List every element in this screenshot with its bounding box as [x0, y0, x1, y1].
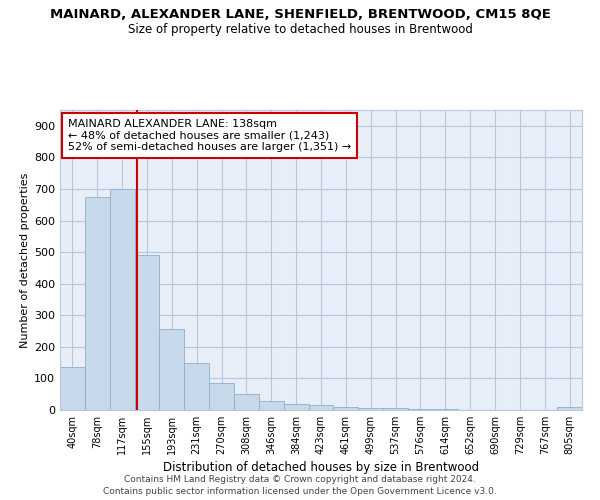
Bar	[358, 408, 383, 410]
Text: Contains HM Land Registry data © Crown copyright and database right 2024.: Contains HM Land Registry data © Crown c…	[124, 474, 476, 484]
Bar	[60, 368, 85, 410]
Bar	[184, 362, 209, 410]
Bar	[259, 401, 284, 410]
Bar	[209, 383, 234, 410]
Text: MAINARD ALEXANDER LANE: 138sqm
← 48% of detached houses are smaller (1,243)
52% : MAINARD ALEXANDER LANE: 138sqm ← 48% of …	[68, 119, 351, 152]
Bar	[85, 197, 110, 410]
Bar	[284, 404, 308, 410]
Bar	[334, 407, 358, 410]
Bar	[134, 256, 160, 410]
X-axis label: Distribution of detached houses by size in Brentwood: Distribution of detached houses by size …	[163, 461, 479, 474]
Bar	[408, 409, 433, 410]
Text: Contains public sector information licensed under the Open Government Licence v3: Contains public sector information licen…	[103, 486, 497, 496]
Bar	[557, 408, 582, 410]
Bar	[234, 394, 259, 410]
Bar	[383, 408, 408, 410]
Text: MAINARD, ALEXANDER LANE, SHENFIELD, BRENTWOOD, CM15 8QE: MAINARD, ALEXANDER LANE, SHENFIELD, BREN…	[50, 8, 550, 20]
Bar	[308, 405, 334, 410]
Bar	[110, 189, 134, 410]
Y-axis label: Number of detached properties: Number of detached properties	[20, 172, 30, 348]
Text: Size of property relative to detached houses in Brentwood: Size of property relative to detached ho…	[128, 22, 472, 36]
Bar	[160, 330, 184, 410]
